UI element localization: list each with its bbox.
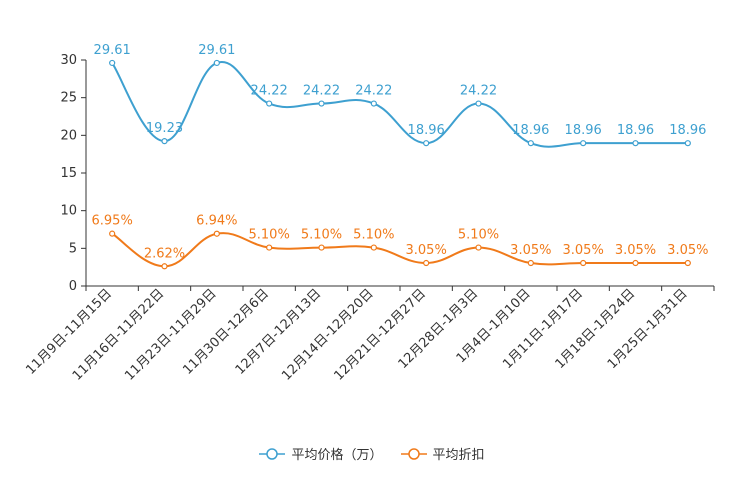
data-point [213,59,220,67]
y-tick-label: 5 [69,241,77,256]
legend-discount-label: 平均折扣 [432,448,485,463]
data-point [318,100,325,107]
data-point [684,140,691,147]
x-tick-label: 12月14日-12月20日 [279,286,376,383]
data-point [266,244,273,251]
data-point [423,140,430,147]
data-label: 24.22 [303,84,340,99]
data-label: 5.10% [458,228,499,243]
data-point [527,140,534,147]
data-label: 3.05% [563,243,604,258]
data-point [632,259,639,267]
data-label: 6.95% [92,214,133,229]
y-tick-label: 20 [60,128,77,143]
data-label: 5.10% [249,228,290,243]
legend-discount-swatch-icon [400,447,427,460]
data-point [370,244,377,251]
data-point [109,230,116,237]
data-point [580,259,587,267]
y-tick-label: 30 [60,53,77,68]
x-tick-label: 11月16日-11月22日 [70,286,167,383]
data-label: 19.23 [146,121,183,136]
data-label: 18.96 [669,123,706,138]
y-tick-label: 0 [69,279,77,294]
legend: 平均价格（万） 平均折扣 [0,444,744,463]
data-label: 29.61 [94,43,131,58]
y-tick-label: 15 [60,166,77,181]
data-point [632,140,639,147]
y-tick-label: 10 [60,204,77,219]
data-label: 24.22 [460,84,497,99]
legend-item-discount[interactable]: 平均折扣 [400,444,485,463]
data-point [109,59,116,67]
data-point [475,100,482,107]
data-label: 24.22 [355,84,392,99]
data-label: 18.96 [565,123,602,138]
data-label: 2.62% [144,246,185,261]
x-tick-label: 11月9日-11月15日 [23,286,115,378]
x-tick-label: 11月23日-11月29日 [122,286,219,383]
y-tick-label: 25 [60,91,77,106]
data-point [161,138,168,145]
data-label: 3.05% [406,243,447,258]
data-point [580,140,587,147]
data-point [423,259,430,267]
data-point [527,259,534,267]
data-label: 3.05% [510,243,551,258]
data-label: 3.05% [615,243,656,258]
data-point [161,263,168,270]
data-point [213,230,220,237]
data-point [370,100,377,107]
data-label: 6.94% [196,214,237,229]
legend-price-label: 平均价格（万） [291,448,383,463]
data-label: 29.61 [198,43,235,58]
data-label: 24.22 [251,84,288,99]
x-tick-label: 12月21日-12月27日 [332,286,429,383]
data-label: 3.05% [667,243,708,258]
data-label: 5.10% [301,228,342,243]
data-point [266,100,273,107]
data-point [684,259,691,267]
data-point [475,244,482,251]
data-label: 18.96 [617,123,654,138]
legend-price-swatch-icon [259,447,286,460]
data-label: 5.10% [353,228,394,243]
data-label: 18.96 [408,123,445,138]
legend-item-price[interactable]: 平均价格（万） [259,444,383,463]
data-point [318,244,325,251]
data-label: 18.96 [512,123,549,138]
